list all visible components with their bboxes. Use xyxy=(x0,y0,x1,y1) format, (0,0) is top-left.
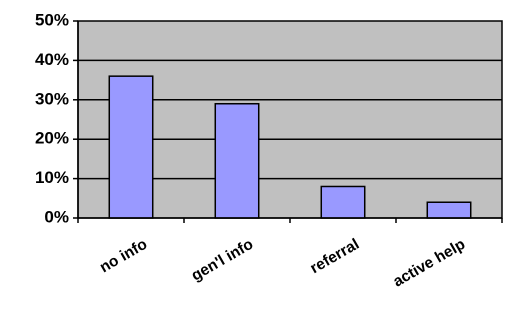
y-tick-label: 30% xyxy=(35,89,69,108)
y-tick-label: 10% xyxy=(35,168,69,187)
y-tick-label: 40% xyxy=(35,50,69,69)
y-tick-label: 20% xyxy=(35,129,69,148)
bar-referral xyxy=(320,185,366,219)
y-tick-label: 0% xyxy=(44,207,69,226)
bar-gen-l-info xyxy=(214,102,260,219)
x-axis-ticks: no info gen'l info referral active help xyxy=(77,218,503,291)
x-category-label: gen'l info xyxy=(189,236,257,285)
bar-active-help xyxy=(426,201,472,219)
bar-no-info xyxy=(108,75,154,219)
y-axis-ticks: 0% 10% 20% 30% 40% 50% xyxy=(35,10,78,226)
x-category-label: no info xyxy=(97,236,150,277)
y-tick-label: 50% xyxy=(35,10,69,29)
x-category-label: active help xyxy=(390,236,468,291)
x-category-label: referral xyxy=(307,236,362,277)
